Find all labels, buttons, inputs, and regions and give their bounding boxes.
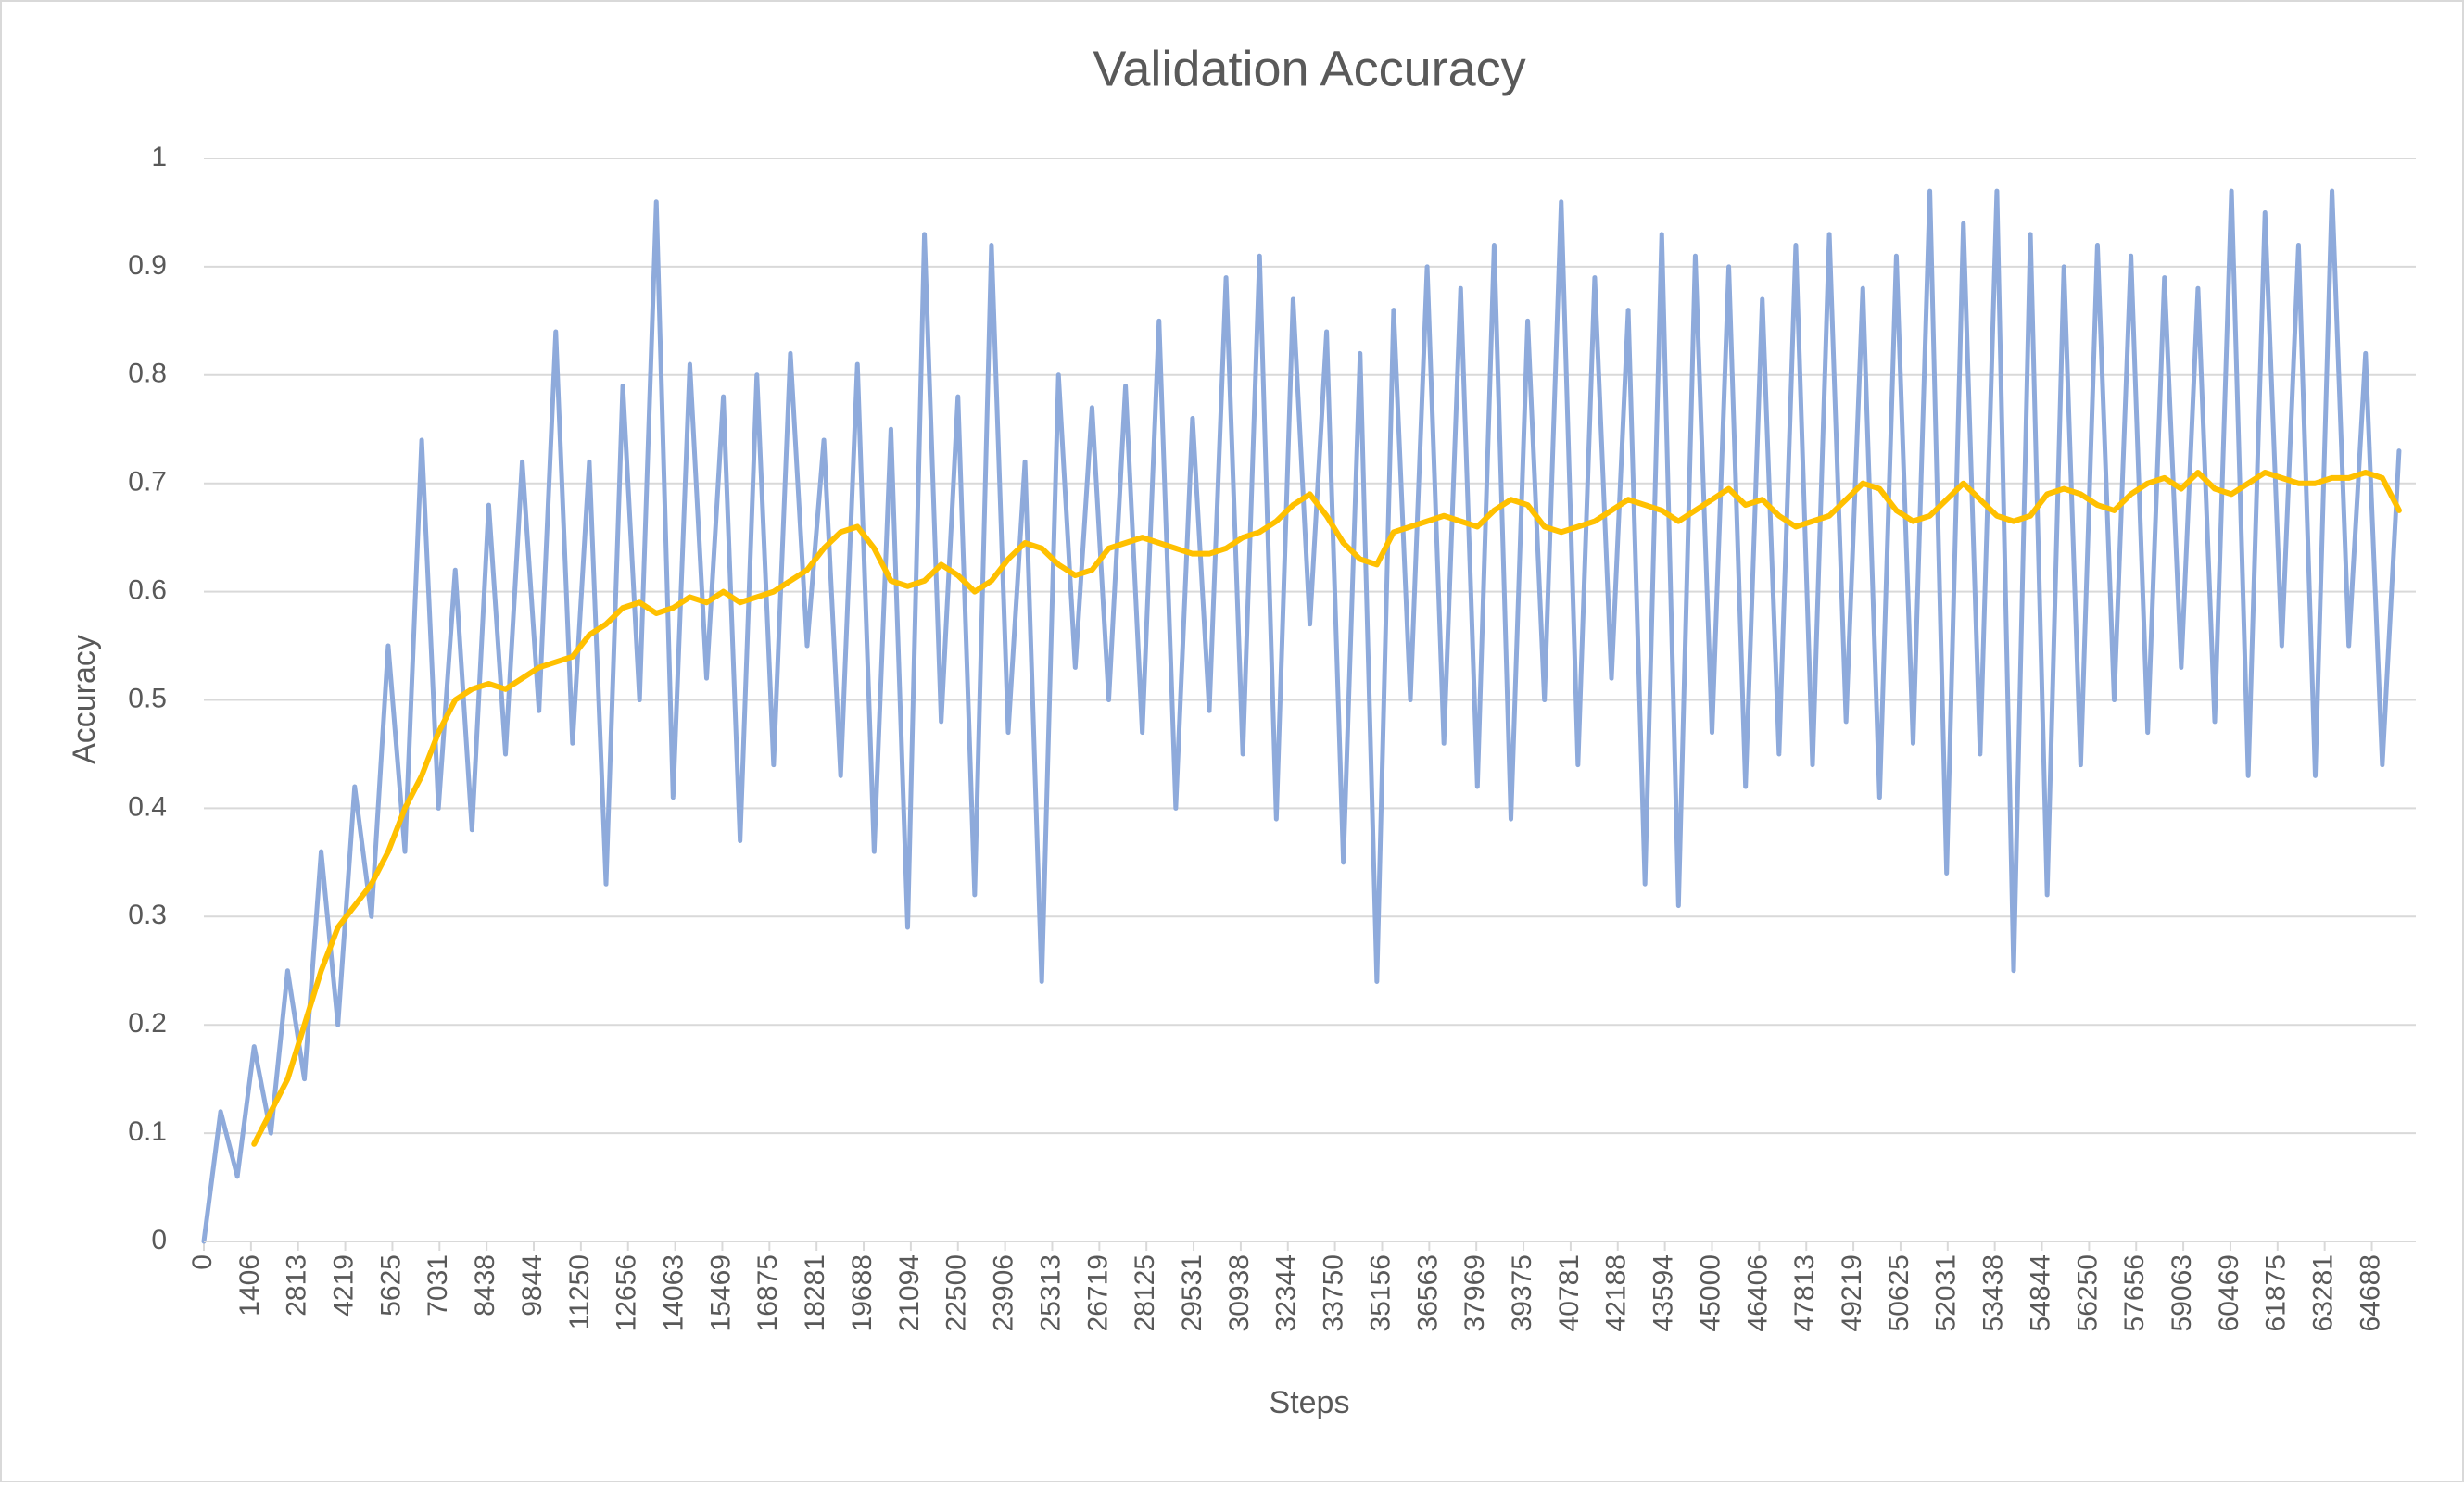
x-axis-title: Steps bbox=[1270, 1385, 1350, 1420]
y-tick-label: 0.1 bbox=[128, 1116, 167, 1147]
x-tick-label: 42188 bbox=[1601, 1254, 1632, 1331]
x-tick-label: 33750 bbox=[1319, 1254, 1349, 1331]
y-tick-label: 0.2 bbox=[128, 1008, 167, 1039]
y-axis-title: Accuracy bbox=[67, 635, 102, 764]
x-tick-label: 36563 bbox=[1412, 1254, 1443, 1331]
y-tick-label: 0.5 bbox=[128, 683, 167, 713]
x-tick-label: 8438 bbox=[470, 1254, 500, 1317]
x-tick-label: 21094 bbox=[894, 1254, 925, 1331]
x-tick-label: 29531 bbox=[1177, 1254, 1207, 1331]
x-tick-label: 28125 bbox=[1130, 1254, 1160, 1331]
series-line bbox=[251, 470, 2402, 1147]
x-tick-label: 0 bbox=[187, 1254, 218, 1270]
y-tick-label: 0.9 bbox=[128, 250, 167, 281]
x-tick-label: 4219 bbox=[329, 1254, 360, 1317]
x-tick-label: 16875 bbox=[752, 1254, 783, 1331]
x-tick-label: 11250 bbox=[564, 1254, 595, 1329]
x-tick-label: 22500 bbox=[941, 1254, 972, 1331]
x-tick-label: 45000 bbox=[1695, 1254, 1725, 1331]
x-tick-label: 35156 bbox=[1365, 1254, 1396, 1331]
x-tick-label: 18281 bbox=[800, 1254, 830, 1331]
series-line bbox=[201, 188, 2402, 1244]
x-tick-label: 2813 bbox=[282, 1254, 312, 1317]
x-tick-label: 57656 bbox=[2119, 1254, 2150, 1331]
y-tick-label: 0.7 bbox=[128, 467, 167, 498]
x-tick-label: 59063 bbox=[2167, 1254, 2197, 1331]
x-tick-label: 46406 bbox=[1742, 1254, 1773, 1331]
y-tick-label: 0 bbox=[151, 1225, 167, 1255]
x-tick-label: 7031 bbox=[423, 1254, 453, 1317]
x-tick-label: 54844 bbox=[2025, 1254, 2055, 1331]
x-tick-label: 56250 bbox=[2072, 1254, 2103, 1331]
x-tick-label: 25313 bbox=[1035, 1254, 1066, 1331]
chart-title: Validation Accuracy bbox=[1093, 41, 1525, 96]
x-tick-label: 40781 bbox=[1554, 1254, 1585, 1331]
x-tick-label: 39375 bbox=[1507, 1254, 1537, 1331]
x-tick-label: 61875 bbox=[2261, 1254, 2292, 1331]
y-tick-label: 0.8 bbox=[128, 359, 167, 389]
x-tick-label: 50625 bbox=[1884, 1254, 1914, 1331]
x-tick-label: 64688 bbox=[2355, 1254, 2385, 1331]
x-tick-label: 53438 bbox=[1978, 1254, 2009, 1331]
x-tick-label: 26719 bbox=[1082, 1254, 1113, 1331]
y-tick-label: 0.3 bbox=[128, 900, 167, 930]
x-tick-label: 12656 bbox=[612, 1254, 642, 1331]
x-tick-label: 9844 bbox=[517, 1254, 548, 1317]
x-tick-label: 63281 bbox=[2308, 1254, 2339, 1331]
y-tick-label: 0.4 bbox=[128, 791, 167, 822]
x-tick-label: 14063 bbox=[659, 1254, 689, 1331]
x-tick-label: 43594 bbox=[1649, 1254, 1679, 1331]
x-tick-label: 1406 bbox=[234, 1254, 265, 1317]
x-tick-label: 5625 bbox=[375, 1254, 406, 1317]
x-tick-label: 52031 bbox=[1931, 1254, 1962, 1331]
x-tick-label: 37969 bbox=[1459, 1254, 1490, 1331]
x-tick-label: 47813 bbox=[1789, 1254, 1820, 1331]
x-tick-label: 15469 bbox=[705, 1254, 736, 1331]
x-tick-label: 60469 bbox=[2214, 1254, 2244, 1331]
x-tick-label: 19688 bbox=[847, 1254, 878, 1331]
x-tick-label: 30938 bbox=[1224, 1254, 1255, 1331]
x-tick-label: 49219 bbox=[1837, 1254, 1867, 1331]
y-tick-label: 0.6 bbox=[128, 575, 167, 606]
x-tick-label: 23906 bbox=[989, 1254, 1019, 1331]
y-tick-label: 1 bbox=[151, 142, 167, 172]
x-tick-label: 32344 bbox=[1271, 1254, 1302, 1331]
